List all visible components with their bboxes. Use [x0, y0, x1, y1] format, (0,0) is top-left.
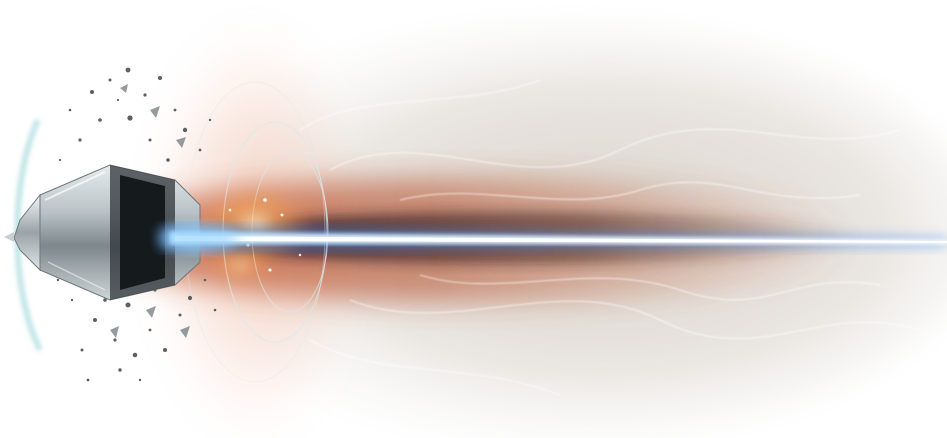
smoke-wisps [299, 79, 921, 396]
nozzle [4, 164, 201, 301]
debris-shards [110, 84, 190, 338]
water-jet-beam [160, 224, 947, 252]
